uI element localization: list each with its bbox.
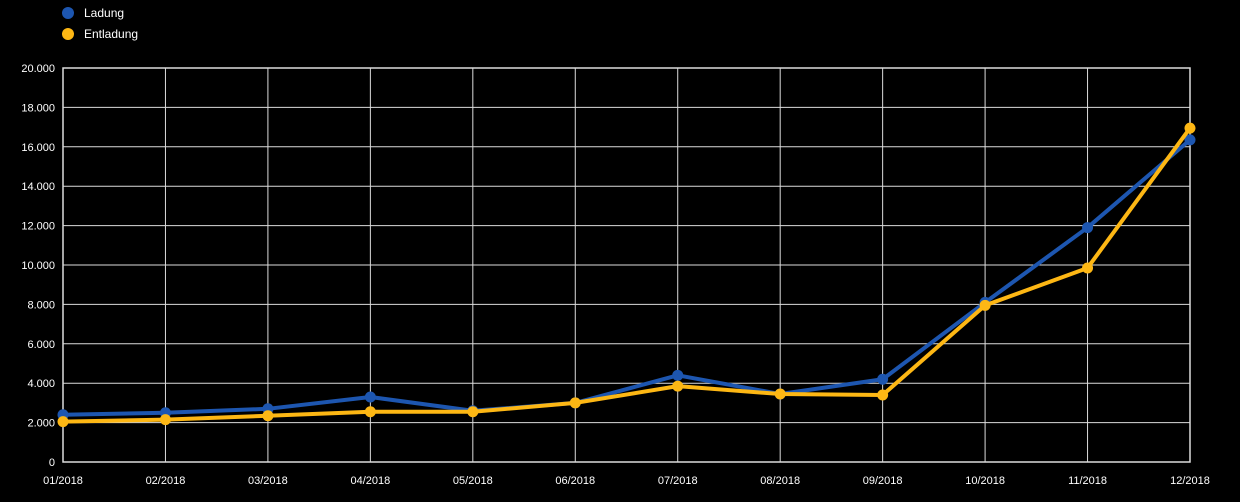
y-axis-tick-label: 10.000 [21,260,55,272]
x-axis-tick-label: 02/2018 [146,475,186,487]
legend-item-entladung[interactable]: Entladung [62,23,138,44]
x-axis-tick-label: 12/2018 [1170,475,1210,487]
legend-label-ladung: Ladung [84,5,125,20]
data-point-entladung[interactable] [57,416,69,428]
y-axis-tick-label: 14.000 [21,181,55,193]
x-axis-tick-label: 06/2018 [555,475,595,487]
y-axis-tick-label: 2.000 [27,418,55,430]
data-point-ladung[interactable] [1082,222,1094,234]
data-point-entladung[interactable] [1082,262,1094,274]
data-point-entladung[interactable] [877,389,889,401]
plot-border [62,67,1191,463]
y-axis-tick-label: 6.000 [27,339,55,351]
x-axis-tick-label: 07/2018 [658,475,698,487]
legend-item-ladung[interactable]: Ladung [62,2,138,23]
legend-label-entladung: Entladung [84,26,139,41]
x-axis-tick-label: 01/2018 [43,475,83,487]
data-point-entladung[interactable] [1184,122,1196,134]
data-point-entladung[interactable] [467,406,479,418]
x-axis-tick-label: 05/2018 [453,475,493,487]
data-point-ladung[interactable] [1184,134,1196,146]
data-point-entladung[interactable] [774,388,786,400]
y-axis-tick-label: 20.000 [21,63,55,75]
x-axis-tick-label: 10/2018 [965,475,1005,487]
legend-marker-entladung [62,27,74,40]
y-axis-tick-label: 16.000 [21,142,55,154]
chart-legend: Ladung Entladung [62,2,138,44]
x-axis-tick-label: 09/2018 [863,475,903,487]
x-axis-tick-label: 04/2018 [350,475,390,487]
data-point-ladung[interactable] [364,391,376,403]
data-point-entladung[interactable] [159,414,171,426]
y-axis-tick-label: 0 [49,457,55,469]
data-point-entladung[interactable] [569,397,581,409]
y-axis-tick-label: 8.000 [27,299,55,311]
legend-marker-ladung [62,6,74,19]
data-point-entladung[interactable] [364,406,376,418]
data-point-entladung[interactable] [979,299,991,311]
data-point-entladung[interactable] [672,380,684,392]
x-axis-tick-label: 08/2018 [760,475,800,487]
x-axis-tick-label: 11/2018 [1068,475,1107,487]
x-axis-tick-label: 03/2018 [248,475,288,487]
series-line-ladung [61,137,1192,417]
series-line-entladung [61,126,1192,424]
y-axis-tick-label: 12.000 [21,221,55,233]
data-point-ladung[interactable] [877,373,889,385]
data-point-entladung[interactable] [262,410,274,422]
data-point-ladung[interactable] [672,369,684,381]
y-axis-tick-label: 18.000 [21,102,55,114]
y-axis-tick-label: 4.000 [27,378,55,390]
